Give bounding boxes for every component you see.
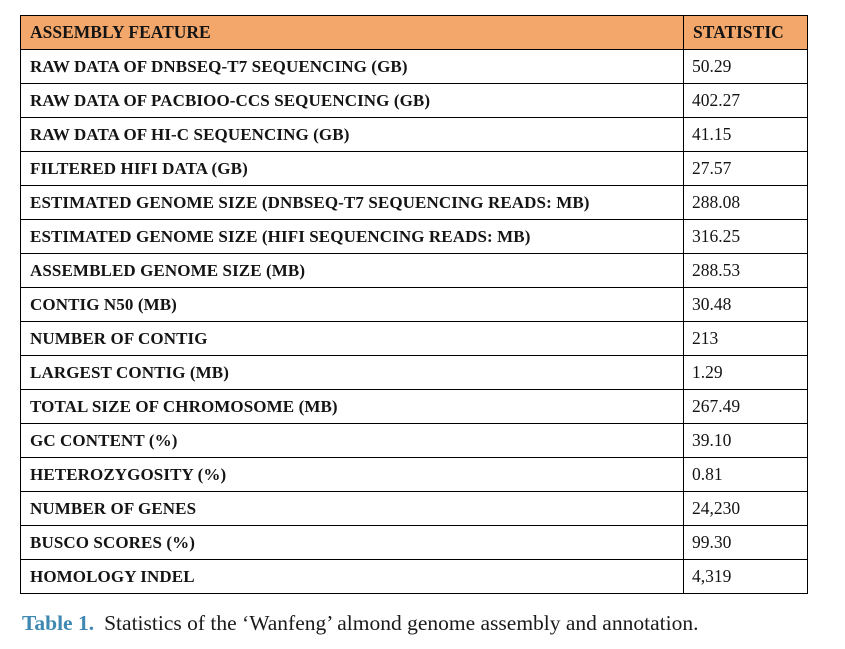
table-row: RAW DATA OF DNBSEQ-T7 SEQUENCING (GB) 50… <box>20 49 808 84</box>
table-row: NUMBER OF GENES 24,230 <box>20 491 808 526</box>
statistic-cell: 30.48 <box>683 287 808 322</box>
statistic-cell: 402.27 <box>683 83 808 118</box>
statistic-cell: 1.29 <box>683 355 808 390</box>
table-row: FILTERED HIFI DATA (GB) 27.57 <box>20 151 808 186</box>
table-header-row: ASSEMBLY FEATURE STATISTIC <box>20 15 808 50</box>
statistic-cell: 288.08 <box>683 185 808 220</box>
feature-cell: LARGEST CONTIG (MB) <box>20 355 684 390</box>
feature-cell: ESTIMATED GENOME SIZE (HIFI SEQUENCING R… <box>20 219 684 254</box>
table-row: TOTAL SIZE OF CHROMOSOME (MB) 267.49 <box>20 389 808 424</box>
table-row: NUMBER OF CONTIG 213 <box>20 321 808 356</box>
table-row: GC CONTENT (%) 39.10 <box>20 423 808 458</box>
table-row: RAW DATA OF PACBIOO-CCS SEQUENCING (GB) … <box>20 83 808 118</box>
statistic-cell: 4,319 <box>683 559 808 594</box>
statistic-cell: 0.81 <box>683 457 808 492</box>
statistic-cell: 316.25 <box>683 219 808 254</box>
table-caption: Table 1. Statistics of the ‘Wanfeng’ almo… <box>22 608 832 638</box>
feature-cell: RAW DATA OF DNBSEQ-T7 SEQUENCING (GB) <box>20 49 684 84</box>
statistic-cell: 288.53 <box>683 253 808 288</box>
table-caption-label: Table 1. <box>22 611 95 635</box>
column-header-assembly-feature: ASSEMBLY FEATURE <box>20 15 684 50</box>
column-header-statistic: STATISTIC <box>683 15 808 50</box>
table-row: CONTIG N50 (MB) 30.48 <box>20 287 808 322</box>
table-row: HETEROZYGOSITY (%) 0.81 <box>20 457 808 492</box>
feature-cell: NUMBER OF CONTIG <box>20 321 684 356</box>
table-row: ESTIMATED GENOME SIZE (HIFI SEQUENCING R… <box>20 219 808 254</box>
table-row: ESTIMATED GENOME SIZE (DNBSEQ-T7 SEQUENC… <box>20 185 808 220</box>
statistic-cell: 24,230 <box>683 491 808 526</box>
table-row: LARGEST CONTIG (MB) 1.29 <box>20 355 808 390</box>
feature-cell: HOMOLOGY INDEL <box>20 559 684 594</box>
table-row: BUSCO SCORES (%) 99.30 <box>20 525 808 560</box>
feature-cell: GC CONTENT (%) <box>20 423 684 458</box>
statistic-cell: 41.15 <box>683 117 808 152</box>
table-row: RAW DATA OF HI-C SEQUENCING (GB) 41.15 <box>20 117 808 152</box>
feature-cell: RAW DATA OF HI-C SEQUENCING (GB) <box>20 117 684 152</box>
feature-cell: NUMBER OF GENES <box>20 491 684 526</box>
feature-cell: RAW DATA OF PACBIOO-CCS SEQUENCING (GB) <box>20 83 684 118</box>
feature-cell: FILTERED HIFI DATA (GB) <box>20 151 684 186</box>
statistic-cell: 213 <box>683 321 808 356</box>
statistic-cell: 99.30 <box>683 525 808 560</box>
table-row: HOMOLOGY INDEL 4,319 <box>20 559 808 594</box>
table-row: ASSEMBLED GENOME SIZE (MB) 288.53 <box>20 253 808 288</box>
feature-cell: BUSCO SCORES (%) <box>20 525 684 560</box>
statistic-cell: 50.29 <box>683 49 808 84</box>
statistic-cell: 267.49 <box>683 389 808 424</box>
feature-cell: HETEROZYGOSITY (%) <box>20 457 684 492</box>
statistic-cell: 27.57 <box>683 151 808 186</box>
table-caption-text: Statistics of the ‘Wanfeng’ almond genom… <box>104 611 699 635</box>
feature-cell: CONTIG N50 (MB) <box>20 287 684 322</box>
feature-cell: TOTAL SIZE OF CHROMOSOME (MB) <box>20 389 684 424</box>
feature-cell: ASSEMBLED GENOME SIZE (MB) <box>20 253 684 288</box>
table-body: RAW DATA OF DNBSEQ-T7 SEQUENCING (GB) 50… <box>20 49 808 594</box>
statistic-cell: 39.10 <box>683 423 808 458</box>
feature-cell: ESTIMATED GENOME SIZE (DNBSEQ-T7 SEQUENC… <box>20 185 684 220</box>
assembly-statistics-table: ASSEMBLY FEATURE STATISTIC RAW DATA OF D… <box>20 15 808 594</box>
